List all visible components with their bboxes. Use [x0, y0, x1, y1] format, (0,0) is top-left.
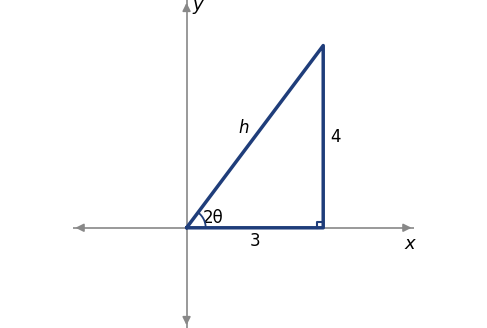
Text: 4: 4 — [330, 128, 340, 146]
Text: x: x — [405, 235, 415, 253]
Text: 3: 3 — [249, 232, 260, 250]
Text: h: h — [238, 118, 249, 136]
Text: y: y — [193, 0, 203, 13]
Text: 2θ: 2θ — [203, 209, 224, 227]
